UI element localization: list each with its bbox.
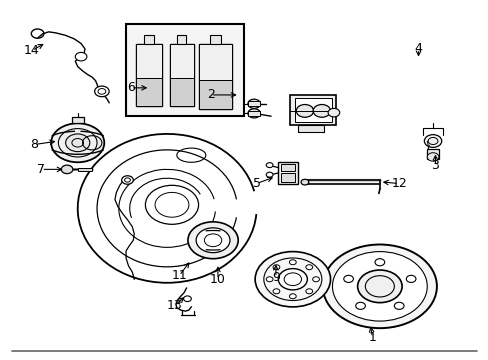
Text: 13: 13 [166,299,182,312]
Bar [136,78,162,105]
Bar [169,44,193,105]
Bar [72,117,83,123]
Circle shape [289,294,296,299]
Circle shape [183,296,191,302]
Bar [280,164,295,171]
Text: 8: 8 [30,138,38,151]
Circle shape [247,109,260,118]
Circle shape [272,265,279,270]
Text: 12: 12 [390,177,406,190]
Circle shape [265,172,272,177]
Bar [136,44,162,78]
Bar [78,168,92,171]
Bar [209,35,221,44]
Circle shape [65,134,90,152]
Circle shape [406,275,415,283]
Circle shape [312,277,319,282]
Circle shape [265,163,272,168]
Circle shape [247,99,260,108]
Text: 6: 6 [127,81,135,94]
Text: 5: 5 [252,177,260,190]
Bar [144,35,153,44]
Circle shape [278,269,307,290]
Bar [198,44,232,80]
Circle shape [312,104,330,117]
Circle shape [75,53,87,61]
Bar [290,95,336,125]
Circle shape [61,165,73,174]
Bar [136,44,162,105]
Bar [169,44,193,78]
Circle shape [51,123,104,162]
Circle shape [255,252,330,307]
Circle shape [427,153,438,161]
Text: 2: 2 [206,89,214,102]
Circle shape [122,176,133,184]
Circle shape [357,270,401,303]
Circle shape [322,244,436,328]
Circle shape [31,29,44,38]
Circle shape [355,302,365,309]
Circle shape [265,277,272,282]
Circle shape [343,275,353,283]
Circle shape [301,179,308,185]
Circle shape [305,289,312,294]
Bar [280,173,295,182]
Bar [278,162,297,184]
Text: 9: 9 [271,271,279,284]
Circle shape [187,222,238,259]
Text: 4: 4 [414,42,422,55]
Text: 1: 1 [368,331,376,344]
Circle shape [196,228,229,253]
Text: 11: 11 [171,269,187,282]
Bar [169,78,193,105]
Bar [198,80,232,109]
Text: 3: 3 [430,159,439,172]
Bar [295,99,331,122]
Bar [427,149,438,159]
Bar [126,24,244,116]
Circle shape [327,108,339,117]
Bar [248,101,260,106]
Text: 10: 10 [209,273,225,286]
Text: 7: 7 [38,163,45,176]
Text: 14: 14 [24,44,40,57]
Circle shape [424,135,441,147]
Bar [177,35,185,44]
Circle shape [95,86,109,97]
Circle shape [374,259,384,266]
Bar [198,44,232,109]
Circle shape [393,302,403,309]
Bar [297,125,324,132]
Circle shape [289,260,296,265]
Circle shape [272,289,279,294]
Bar [248,111,260,116]
Circle shape [332,252,427,321]
Circle shape [296,104,313,117]
Circle shape [305,265,312,270]
